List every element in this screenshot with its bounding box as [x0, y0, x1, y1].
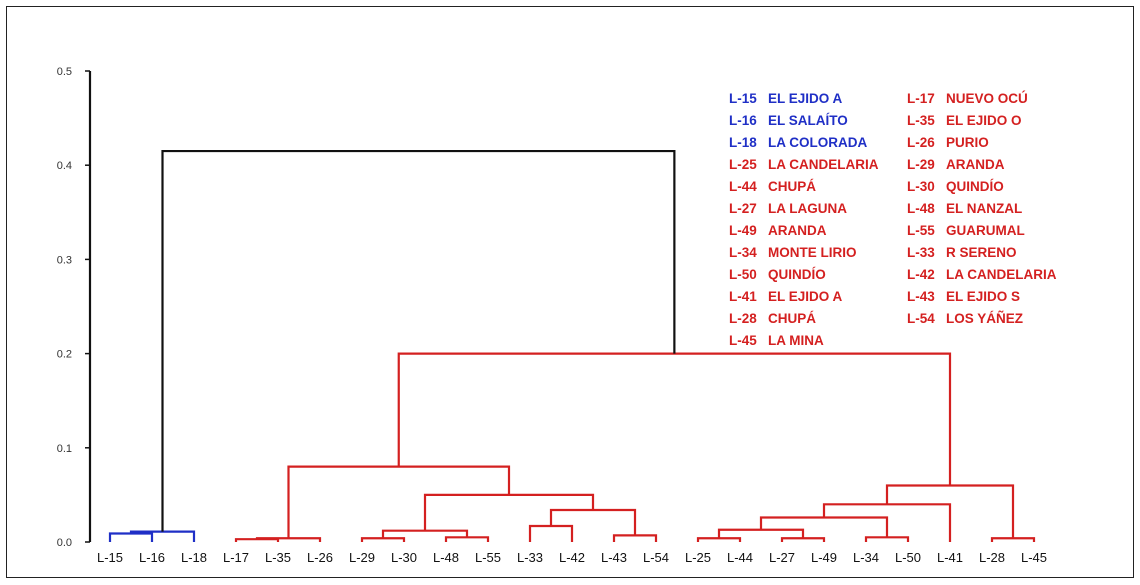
legend-name: LOS YÁÑEZ	[946, 311, 1023, 326]
legend-name: EL EJIDO O	[946, 113, 1022, 128]
leaf-label-l-55: L-55	[475, 550, 501, 565]
legend-code: L-29	[907, 157, 935, 172]
leaf-label-l-43: L-43	[601, 550, 627, 565]
chart-frame	[6, 6, 1134, 578]
legend-name: PURIO	[946, 135, 989, 150]
leaf-label-l-27: L-27	[769, 550, 795, 565]
legend-code: L-45	[729, 333, 757, 348]
legend-name: EL SALAÍTO	[768, 113, 848, 128]
dendrogram-link-18	[990, 537, 1036, 542]
legend-code: L-30	[907, 179, 935, 194]
y-tick-label: 0.5	[57, 66, 72, 78]
dendrogram-link-14	[717, 528, 805, 539]
y-tick-label: 0.4	[57, 160, 72, 172]
legend-code: L-49	[729, 223, 757, 238]
legend-name: CHUPÁ	[768, 179, 816, 194]
leaf-label-l-48: L-48	[433, 550, 459, 565]
legend-name: EL NANZAL	[946, 201, 1022, 216]
legend-name: MONTE LIRIO	[768, 245, 857, 260]
legend-name: CHUPÁ	[768, 311, 816, 326]
legend-name: NUEVO OCÚ	[946, 91, 1028, 106]
dendrogram-link-12	[696, 537, 742, 542]
dendrogram-link-21	[161, 149, 676, 532]
leaf-label-l-41: L-41	[937, 550, 963, 565]
dendrogram-link-4	[360, 537, 406, 542]
y-tick-label: 0.2	[57, 349, 72, 361]
leaf-label-l-29: L-29	[349, 550, 375, 565]
legend-name: LA COLORADA	[768, 135, 867, 150]
dendrogram-link-15	[864, 536, 910, 542]
leaf-label-l-44: L-44	[727, 550, 753, 565]
legend-name: LA LAGUNA	[768, 201, 847, 216]
legend-name: ARANDA	[946, 157, 1005, 172]
legend-name: EL EJIDO A	[768, 91, 843, 106]
legend-name: R SERENO	[946, 245, 1017, 260]
y-tick-label: 0.0	[57, 537, 72, 549]
leaf-label-l-35: L-35	[265, 550, 291, 565]
legend-name: GUARUMAL	[946, 223, 1025, 238]
legend-name: EL EJIDO S	[946, 289, 1020, 304]
legend-code: L-42	[907, 267, 935, 282]
leaf-label-l-26: L-26	[307, 550, 333, 565]
legend-code: L-41	[729, 289, 757, 304]
leaf-label-l-28: L-28	[979, 550, 1005, 565]
leaf-label-l-16: L-16	[139, 550, 165, 565]
leaf-label-l-54: L-54	[643, 550, 669, 565]
legend-code: L-15	[729, 91, 757, 106]
legend-name: EL EJIDO A	[768, 289, 843, 304]
legend-code: L-26	[907, 135, 935, 150]
legend-code: L-35	[907, 113, 935, 128]
legend-name: QUINDÍO	[946, 179, 1004, 194]
y-tick-label: 0.1	[57, 443, 72, 455]
leaf-label-l-45: L-45	[1021, 550, 1047, 565]
dendrogram-link-0	[108, 532, 154, 542]
legend-code: L-25	[729, 157, 757, 172]
legend-code: L-28	[729, 311, 757, 326]
dendrogram-link-2	[234, 538, 280, 542]
leaf-label-l-18: L-18	[181, 550, 207, 565]
legend-name: LA CANDELARIA	[946, 267, 1057, 282]
legend-code: L-54	[907, 311, 935, 326]
legend-code: L-55	[907, 223, 935, 238]
legend-name: QUINDÍO	[768, 267, 826, 282]
leaf-label-l-33: L-33	[517, 550, 543, 565]
dendrogram-link-9	[549, 508, 637, 536]
dendrogram-link-16	[759, 516, 889, 538]
leaf-label-l-30: L-30	[391, 550, 417, 565]
dendrogram-link-11	[287, 465, 511, 539]
legend-code: L-43	[907, 289, 935, 304]
legend-code: L-17	[907, 91, 935, 106]
legend-name: LA CANDELARIA	[768, 157, 879, 172]
leaf-label-l-34: L-34	[853, 550, 879, 565]
leaf-labels: L-15 L-16 L-18 L-17 L-35 L-26 L-29 L-30 L-48 L-55…	[97, 550, 1047, 565]
leaf-label-l-15: L-15	[97, 550, 123, 565]
legend-name: ARANDA	[768, 223, 827, 238]
legend-code: L-27	[729, 201, 757, 216]
legend: L-15 EL EJIDO A L-16 EL SALAÍTO L-18 LA COLOR…	[729, 91, 1057, 348]
dendrogram-link-8	[612, 534, 658, 542]
leaf-label-l-49: L-49	[811, 550, 837, 565]
leaf-label-l-17: L-17	[223, 550, 249, 565]
legend-code: L-50	[729, 267, 757, 282]
dendrogram-links	[108, 149, 1036, 542]
legend-code: L-48	[907, 201, 935, 216]
dendrogram-link-13	[780, 537, 826, 542]
y-tick-label: 0.3	[57, 254, 72, 266]
legend-code: L-33	[907, 245, 935, 260]
legend-code: L-44	[729, 179, 757, 194]
leaf-label-l-25: L-25	[685, 550, 711, 565]
legend-name: LA MINA	[768, 333, 824, 348]
y-axis: 0.0 0.1 0.2 0.3 0.4 0.5	[57, 66, 92, 549]
legend-code: L-16	[729, 113, 757, 128]
dendrogram-link-5	[444, 536, 490, 542]
legend-code: L-34	[729, 245, 757, 260]
dendrogram-link-7	[528, 524, 574, 542]
leaf-label-l-42: L-42	[559, 550, 585, 565]
legend-code: L-18	[729, 135, 757, 150]
leaf-label-l-50: L-50	[895, 550, 921, 565]
